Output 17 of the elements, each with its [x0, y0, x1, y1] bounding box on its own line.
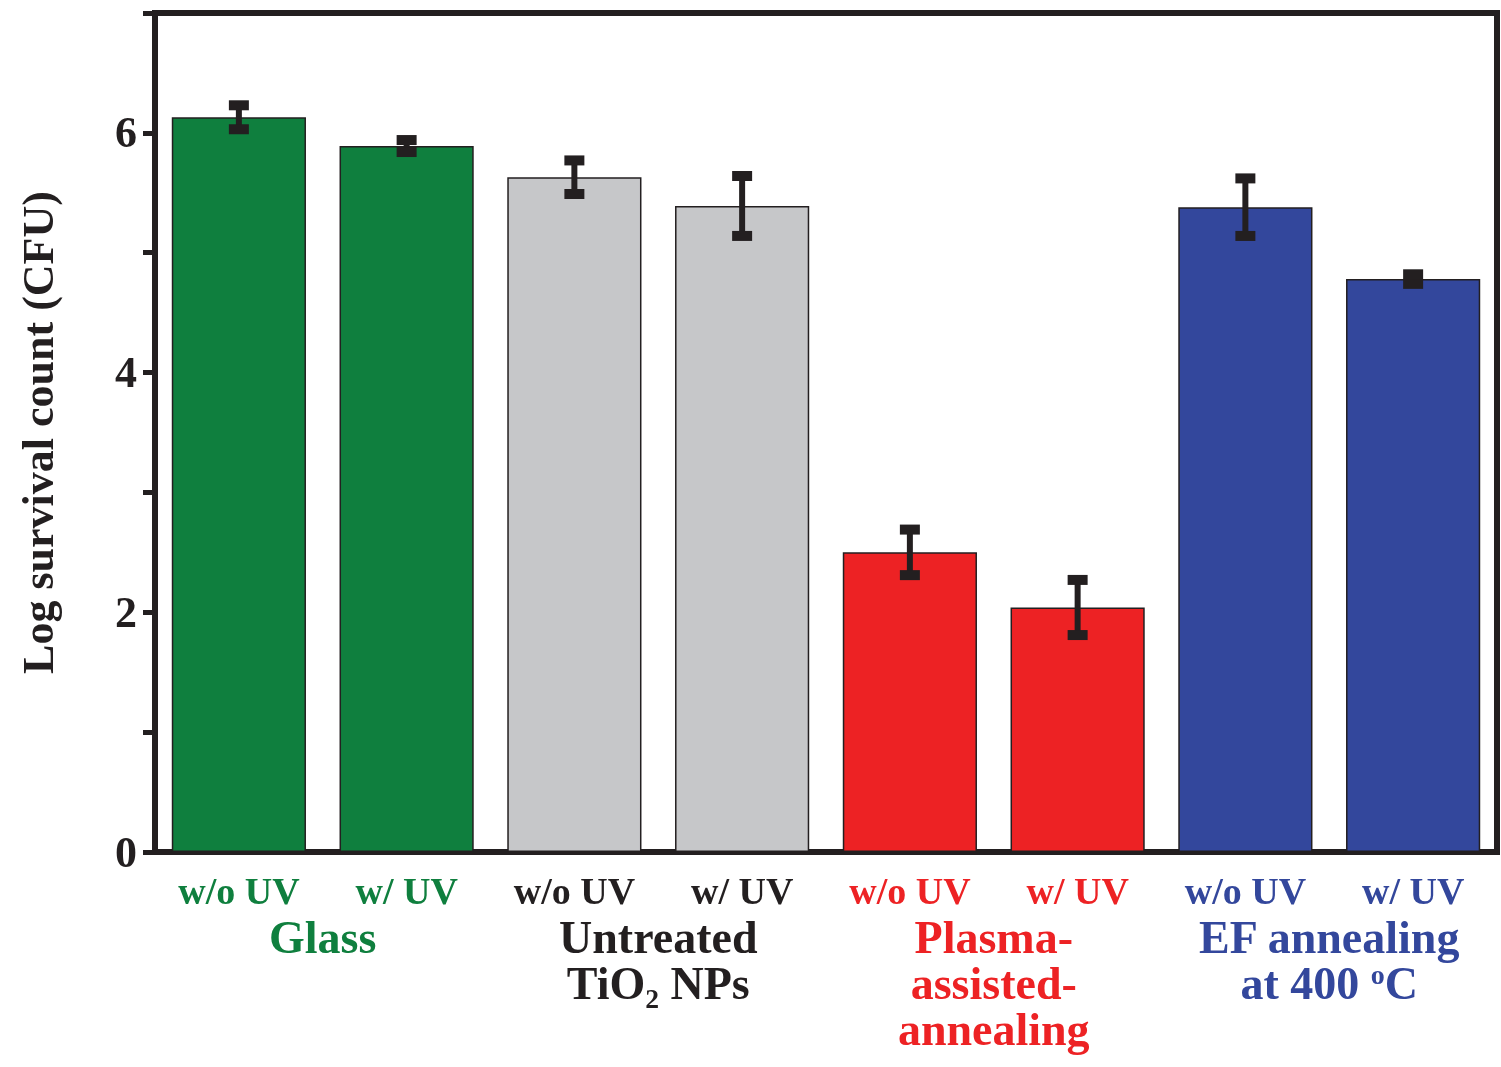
y-tick-label: 2: [115, 587, 137, 637]
y-tick-label: 4: [115, 348, 137, 398]
x-tick-label: w/ UV: [690, 870, 794, 912]
x-tick-label: w/ UV: [1026, 870, 1130, 912]
x-tick-label: w/o UV: [1184, 870, 1307, 912]
bar: [1346, 279, 1481, 852]
y-tick-label: 0: [115, 827, 137, 877]
text: Glass: [269, 911, 377, 963]
x-tick-label: w/ UV: [355, 870, 459, 912]
x-tick-label: w/o UV: [178, 870, 301, 912]
y-tick-label: 6: [115, 108, 137, 158]
text: Plasma-assisted-annealing: [897, 911, 1090, 1055]
x-tick-label: w/o UV: [849, 870, 972, 912]
y-axis-title: Log survival count (CFU): [13, 191, 63, 674]
x-tick-label: w/ UV: [1361, 870, 1465, 912]
x-tick-label: w/o UV: [513, 870, 636, 912]
text: Untreated TiO₂ NPs: [559, 911, 758, 1009]
